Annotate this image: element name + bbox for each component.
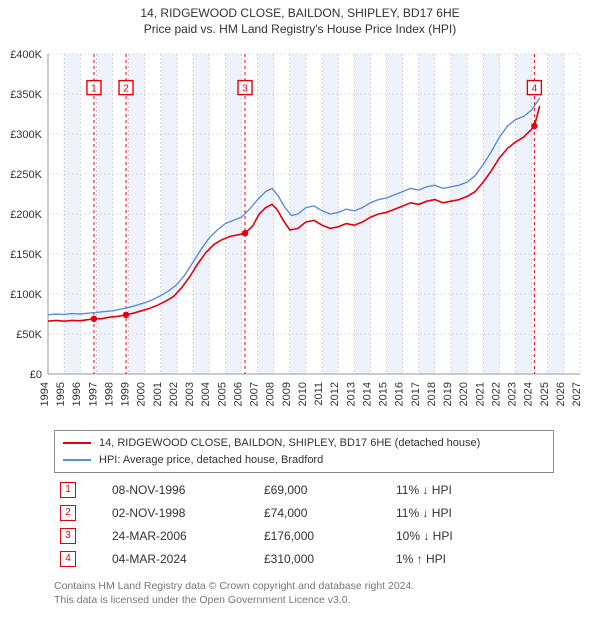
svg-text:2005: 2005: [216, 382, 228, 406]
svg-text:2027: 2027: [571, 382, 583, 406]
event-date: 08-NOV-1996: [106, 478, 258, 501]
svg-text:3: 3: [242, 84, 248, 95]
event-price: £176,000: [258, 524, 390, 547]
svg-text:2: 2: [123, 84, 129, 95]
svg-text:2011: 2011: [313, 382, 325, 406]
svg-text:2023: 2023: [507, 382, 519, 406]
svg-text:2018: 2018: [426, 382, 438, 406]
title-line-2: Price paid vs. HM Land Registry's House …: [0, 22, 600, 38]
marker-dot-3: [242, 230, 248, 236]
marker-dot-1: [91, 316, 97, 322]
svg-text:2002: 2002: [168, 382, 180, 406]
svg-text:1: 1: [91, 84, 97, 95]
svg-text:1999: 1999: [120, 382, 132, 406]
svg-text:2006: 2006: [232, 382, 244, 406]
event-delta: 10% ↓ HPI: [390, 524, 554, 547]
event-delta: 11% ↓ HPI: [390, 501, 554, 524]
legend-label: HPI: Average price, detached house, Brad…: [99, 452, 323, 469]
event-price: £310,000: [258, 547, 390, 570]
chart-title: 14, RIDGEWOOD CLOSE, BAILDON, SHIPLEY, B…: [0, 0, 600, 37]
svg-text:2017: 2017: [410, 382, 422, 406]
svg-text:£150K: £150K: [10, 249, 42, 261]
svg-text:2020: 2020: [458, 382, 470, 406]
svg-text:£400K: £400K: [10, 49, 42, 61]
svg-text:2010: 2010: [297, 382, 309, 406]
svg-text:1998: 1998: [103, 382, 115, 406]
legend-swatch: [63, 459, 91, 461]
footer-line-1: Contains HM Land Registry data © Crown c…: [54, 580, 554, 594]
svg-text:2021: 2021: [474, 382, 486, 406]
chart-area: £0 £50K £100K £150K £200K £250K £300K £350K £400…: [0, 44, 600, 424]
title-line-1: 14, RIDGEWOOD CLOSE, BAILDON, SHIPLEY, B…: [0, 6, 600, 22]
legend-swatch: [63, 442, 91, 444]
event-date: 02-NOV-1998: [106, 501, 258, 524]
svg-text:2016: 2016: [394, 382, 406, 406]
legend-item: 14, RIDGEWOOD CLOSE, BAILDON, SHIPLEY, B…: [63, 435, 545, 452]
event-delta: 11% ↓ HPI: [390, 478, 554, 501]
legend: 14, RIDGEWOOD CLOSE, BAILDON, SHIPLEY, B…: [54, 430, 554, 473]
event-price: £74,000: [258, 501, 390, 524]
svg-text:2003: 2003: [184, 382, 196, 406]
event-delta: 1% ↑ HPI: [390, 547, 554, 570]
svg-text:2024: 2024: [523, 382, 535, 406]
event-price: £69,000: [258, 478, 390, 501]
svg-text:2004: 2004: [200, 382, 212, 406]
event-row: 1 08-NOV-1996£69,00011% ↓ HPI: [54, 478, 554, 501]
svg-text:£300K: £300K: [10, 129, 42, 141]
event-marker: 1: [60, 482, 76, 498]
svg-text:1997: 1997: [87, 382, 99, 406]
svg-text:£350K: £350K: [10, 89, 42, 101]
svg-text:2015: 2015: [378, 382, 390, 406]
event-marker: 4: [60, 551, 76, 567]
event-date: 24-MAR-2006: [106, 524, 258, 547]
event-row: 2 02-NOV-1998£74,00011% ↓ HPI: [54, 501, 554, 524]
svg-text:2019: 2019: [442, 382, 454, 406]
svg-text:1994: 1994: [39, 382, 51, 406]
svg-text:2012: 2012: [329, 382, 341, 406]
event-marker: 3: [60, 528, 76, 544]
svg-text:2009: 2009: [281, 382, 293, 406]
footer-attribution: Contains HM Land Registry data © Crown c…: [54, 580, 554, 607]
svg-text:£50K: £50K: [16, 329, 42, 341]
svg-text:2026: 2026: [555, 382, 567, 406]
svg-text:2013: 2013: [345, 382, 357, 406]
svg-text:£0: £0: [30, 369, 42, 381]
footer-line-2: This data is licensed under the Open Gov…: [54, 594, 554, 608]
marker-dot-4: [531, 123, 537, 129]
svg-text:2000: 2000: [136, 382, 148, 406]
svg-text:1995: 1995: [55, 382, 67, 406]
svg-text:2014: 2014: [361, 382, 373, 406]
svg-text:£250K: £250K: [10, 169, 42, 181]
svg-text:4: 4: [532, 84, 538, 95]
event-row: 4 04-MAR-2024£310,0001% ↑ HPI: [54, 547, 554, 570]
event-marker: 2: [60, 505, 76, 521]
legend-item: HPI: Average price, detached house, Brad…: [63, 452, 545, 469]
marker-dot-2: [123, 312, 129, 318]
event-date: 04-MAR-2024: [106, 547, 258, 570]
svg-text:2007: 2007: [249, 382, 261, 406]
svg-text:2025: 2025: [539, 382, 551, 406]
event-row: 3 24-MAR-2006£176,00010% ↓ HPI: [54, 524, 554, 547]
chart-svg: £0 £50K £100K £150K £200K £250K £300K £350K £400…: [0, 44, 600, 424]
legend-label: 14, RIDGEWOOD CLOSE, BAILDON, SHIPLEY, B…: [99, 435, 480, 452]
events-table: 1 08-NOV-1996£69,00011% ↓ HPI 2 02-NOV-1998…: [54, 478, 554, 570]
svg-text:£200K: £200K: [10, 209, 42, 221]
svg-text:1996: 1996: [71, 382, 83, 406]
svg-text:2001: 2001: [152, 382, 164, 406]
svg-text:2022: 2022: [490, 382, 502, 406]
svg-text:£100K: £100K: [10, 289, 42, 301]
svg-text:2008: 2008: [265, 382, 277, 406]
